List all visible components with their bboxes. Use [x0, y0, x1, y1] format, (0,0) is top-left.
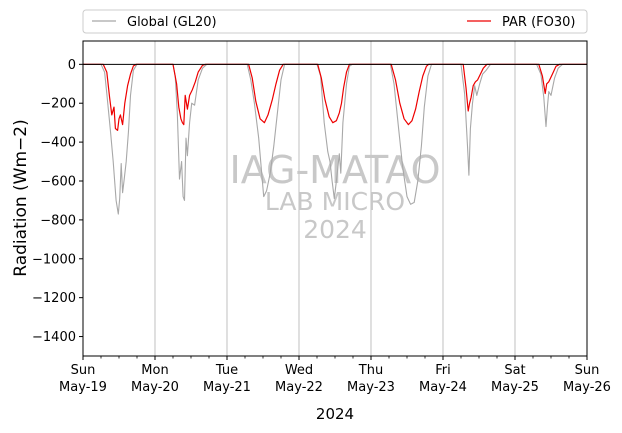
x-axis-label: 2024 [316, 405, 354, 423]
x-tick-weekday: Thu [358, 363, 383, 378]
x-tick-date: May-19 [59, 380, 107, 395]
legend-label-global: Global (GL20) [127, 15, 217, 30]
x-tick-date: May-23 [347, 380, 395, 395]
x-tick-weekday: Tue [215, 363, 238, 378]
x-tick-weekday: Sat [504, 363, 525, 378]
y-tick-label: −800 [40, 213, 76, 228]
x-axis-ticks: Sun May-19 Mon May-20 Tue May-21 Wed May-22 Thu M… [59, 356, 611, 395]
x-tick-date: May-22 [275, 380, 323, 395]
legend: Global (GL20) PAR (FO30) [82, 9, 588, 34]
x-tick-weekday: Sun [575, 363, 600, 378]
x-tick-weekday: Mon [141, 363, 168, 378]
y-axis-ticks: 0 −200 −400 −600 −800 −1000 −1200 −1400 [32, 58, 83, 345]
x-tick-weekday: Wed [285, 363, 313, 378]
plot-area [83, 41, 587, 356]
y-tick-label: −1400 [32, 330, 76, 345]
y-tick-label: −600 [40, 175, 76, 190]
x-tick-date: May-24 [419, 380, 467, 395]
x-tick-date: May-20 [131, 380, 179, 395]
x-tick-weekday: Fri [435, 363, 451, 378]
y-tick-label: −1000 [32, 252, 76, 267]
series-line-par [83, 63, 587, 131]
x-tick-date: May-21 [203, 380, 251, 395]
y-tick-label: −400 [40, 136, 76, 151]
y-axis-label: Radiation (Wm−2) [11, 119, 31, 276]
x-tick-date: May-25 [491, 380, 539, 395]
legend-label-par: PAR (FO30) [502, 15, 575, 30]
y-tick-label: −200 [40, 97, 76, 112]
y-tick-label: −1200 [32, 291, 76, 306]
x-tick-weekday: Sun [71, 363, 96, 378]
legend-box [82, 9, 588, 34]
x-tick-date: May-26 [563, 380, 611, 395]
vertical-gridlines [154, 41, 516, 356]
y-tick-label: 0 [68, 58, 76, 73]
watermark-line-3: 2024 [303, 215, 367, 244]
